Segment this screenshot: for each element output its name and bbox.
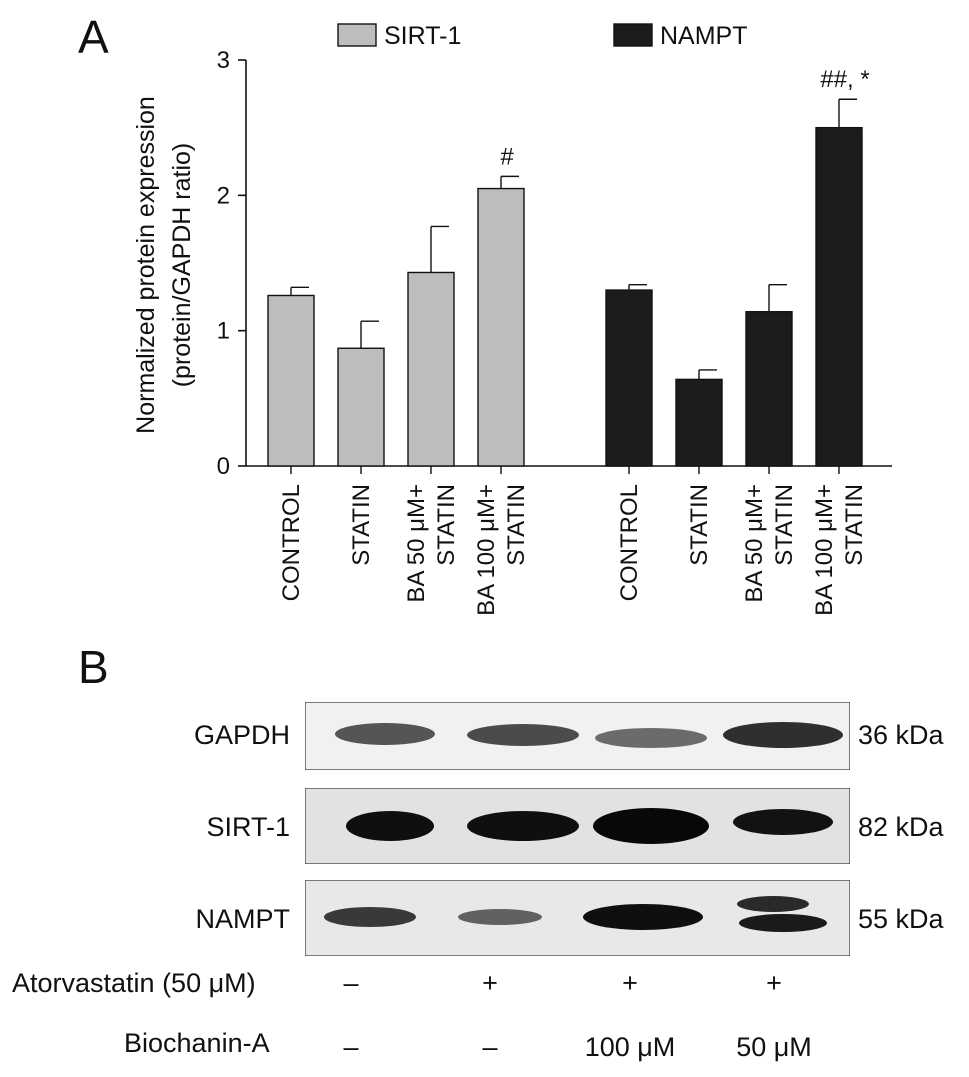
blot-strip-nampt bbox=[305, 880, 850, 956]
x-tick-label: STATIN bbox=[771, 484, 798, 566]
bar-chart: 0 1 2 3 Normalized protein expression (protei… bbox=[132, 22, 892, 616]
x-tick-label: CONTROL bbox=[616, 484, 643, 601]
bar-nampt-3 bbox=[745, 311, 793, 467]
blot-strip-sirt1 bbox=[305, 788, 850, 864]
bar-sirt-1-1 bbox=[267, 294, 315, 467]
legend-label-sirt-1: SIRT-1 bbox=[384, 22, 461, 50]
blot-row-label-gapdh: GAPDH bbox=[193, 720, 290, 750]
atorvastatin-lane-3: + bbox=[622, 968, 638, 998]
y-tick-label: 2 bbox=[217, 182, 230, 209]
band-sirt1-3 bbox=[593, 808, 709, 844]
band-gapdh-1 bbox=[335, 723, 435, 745]
band-nampt-2 bbox=[458, 909, 542, 925]
band-sirt1-1 bbox=[346, 811, 434, 841]
blot-kda-nampt: 55 kDa bbox=[858, 904, 944, 934]
y-axis-label: Normalized protein expression bbox=[132, 96, 160, 434]
atorvastatin-lane-2: + bbox=[482, 968, 498, 998]
band-gapdh-4 bbox=[723, 722, 843, 748]
blot-kda-gapdh: 36 kDa bbox=[858, 720, 944, 750]
significance-marker: # bbox=[500, 143, 514, 170]
x-tick-label: STATIN bbox=[686, 484, 713, 566]
panel-b-label: B bbox=[78, 641, 109, 693]
legend-swatch-nampt bbox=[613, 23, 653, 47]
y-tick-label: 0 bbox=[217, 453, 230, 480]
y-tick-label: 3 bbox=[217, 47, 230, 74]
legend-swatch-sirt-1 bbox=[337, 23, 377, 47]
atorvastatin-lane-1: – bbox=[343, 968, 359, 998]
x-tick-label: STATIN bbox=[348, 484, 375, 566]
band-nampt-3 bbox=[583, 904, 703, 930]
band-nampt-4a bbox=[737, 896, 809, 912]
x-tick-label: STATIN bbox=[433, 484, 460, 566]
bar-sirt-1-2 bbox=[337, 347, 385, 467]
x-tick-label: STATIN bbox=[841, 484, 868, 566]
bar-sirt-1-3 bbox=[407, 271, 455, 467]
x-tick-label: BA 100 μM+ bbox=[811, 484, 838, 616]
biochanin-lane-1: – bbox=[343, 1032, 359, 1062]
blot-row-label-sirt1: SIRT-1 bbox=[206, 812, 290, 842]
biochanin-lane-3: 100 μM bbox=[584, 1032, 676, 1062]
significance-marker: ##, * bbox=[820, 66, 869, 93]
blot-strip-gapdh bbox=[305, 702, 850, 770]
bar-nampt-4 bbox=[815, 126, 863, 467]
band-sirt1-2 bbox=[467, 811, 579, 841]
band-sirt1-4 bbox=[733, 809, 833, 835]
bar-sirt-1-4 bbox=[477, 187, 525, 467]
atorvastatin-label: Atorvastatin (50 μM) bbox=[12, 968, 256, 998]
atorvastatin-lane-4: + bbox=[766, 968, 782, 998]
band-gapdh-2 bbox=[467, 724, 579, 746]
band-gapdh-3 bbox=[595, 728, 707, 748]
x-tick-label: CONTROL bbox=[278, 484, 305, 601]
bar-nampt-2 bbox=[675, 378, 723, 467]
biochanin-label: Biochanin-A bbox=[124, 1028, 270, 1058]
band-nampt-1 bbox=[324, 907, 416, 927]
panel-a-label: A bbox=[78, 11, 109, 63]
x-tick-label: BA 50 μM+ bbox=[403, 484, 430, 603]
bar-nampt-1 bbox=[605, 289, 653, 467]
blot-kda-sirt1: 82 kDa bbox=[858, 812, 944, 842]
x-tick-label: BA 100 μM+ bbox=[473, 484, 500, 616]
biochanin-lane-4: 50 μM bbox=[736, 1032, 812, 1062]
band-nampt-4b bbox=[739, 914, 827, 932]
biochanin-lane-2: – bbox=[482, 1032, 498, 1062]
x-tick-label: STATIN bbox=[503, 484, 530, 566]
y-axis-label-line2: (protein/GAPDH ratio) bbox=[168, 143, 196, 388]
x-tick-label: BA 50 μM+ bbox=[741, 484, 768, 603]
blot-row-label-nampt: NAMPT bbox=[195, 904, 291, 934]
legend-label-nampt: NAMPT bbox=[660, 22, 748, 50]
y-tick-label: 1 bbox=[217, 318, 230, 345]
